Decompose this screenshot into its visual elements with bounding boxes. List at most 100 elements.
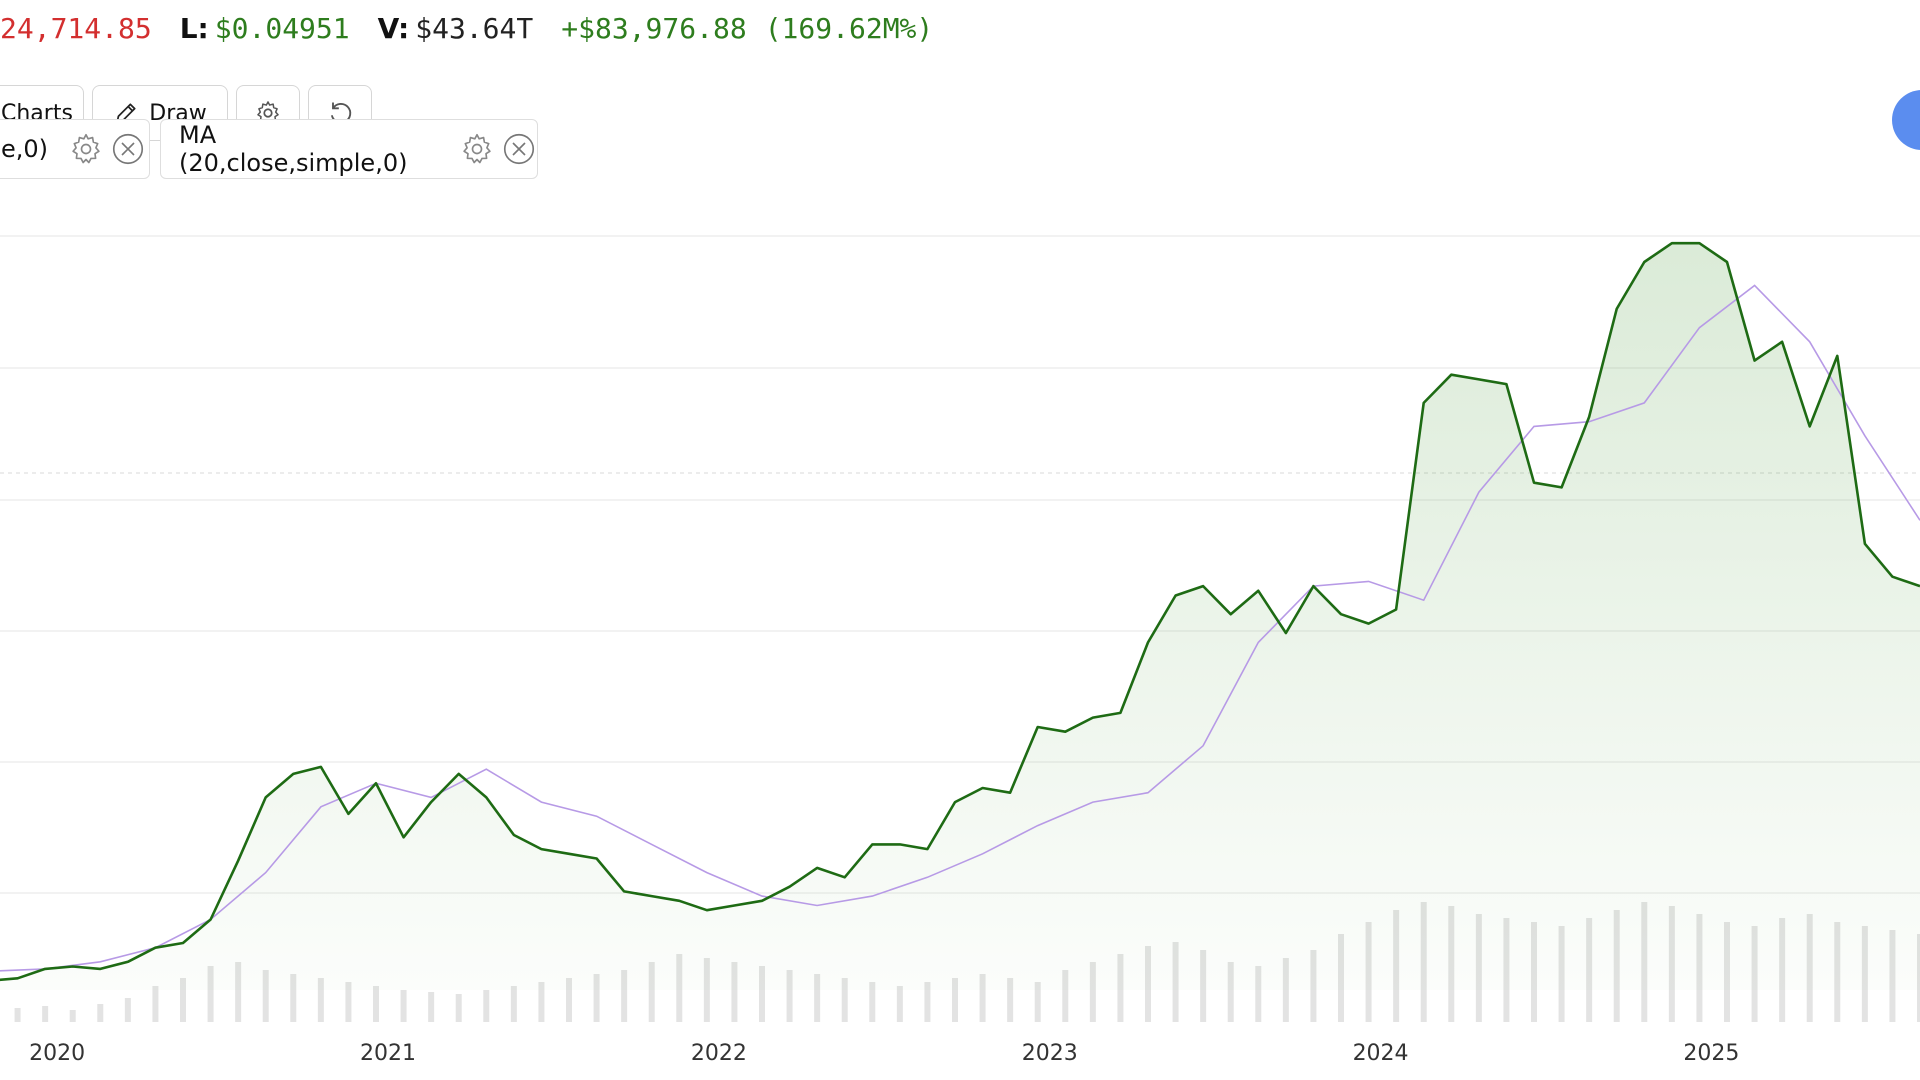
volume-value: $43.64T [415,11,534,45]
x-tick-label-5: 2025 [1683,1041,1739,1066]
volume-bar-62 [1696,914,1703,1022]
volume-bar-11 [290,974,297,1022]
volume-bar-20 [538,982,545,1022]
volume-bar-2 [42,1006,49,1022]
indicator-close-icon[interactable] [110,131,146,167]
volume-bar-55 [1503,918,1510,1022]
volume-bar-44 [1200,950,1207,1022]
x-tick-label-3: 2023 [1022,1041,1078,1066]
ma-settings-icon[interactable] [459,131,495,167]
volume-bar-33 [896,986,903,1022]
ma-close-icon[interactable] [501,131,537,167]
volume-stat: V: $43.64T [378,12,534,45]
grid-lines [0,235,1920,894]
add-indicator-button[interactable] [1892,90,1920,150]
volume-bar-57 [1558,926,1565,1022]
volume-bar-59 [1613,910,1620,1022]
volume-bar-48 [1310,950,1317,1022]
volume-bar-15 [400,990,407,1022]
volume-bar-68 [1861,926,1868,1022]
volume-bars [14,902,1920,1022]
volume-bar-40 [1089,962,1096,1022]
price-line [0,241,1920,982]
volume-bar-26 [703,958,710,1022]
change-percent: (169.62M%) [764,11,934,45]
volume-bar-45 [1227,962,1234,1022]
volume-bar-16 [428,992,435,1022]
x-tick-label-4: 2024 [1353,1041,1409,1066]
volume-bar-66 [1806,914,1813,1022]
volume-bar-36 [979,974,986,1022]
volume-bar-35 [952,978,958,1022]
change-stat: +$83,976.88 (169.62M%) [561,12,933,45]
ma-indicator-pill: MA (20,close,simple,0) [160,119,538,179]
volume-bar-54 [1475,914,1482,1022]
volume-bar-52 [1420,902,1427,1022]
volume-bar-32 [869,982,876,1022]
volume-label: V: [377,11,410,45]
low-label: L: [179,11,209,45]
volume-bar-67 [1834,922,1841,1022]
volume-bar-29 [786,970,793,1022]
volume-bar-18 [483,990,490,1022]
volume-bar-3 [69,1010,76,1022]
volume-bar-13 [345,982,352,1022]
change-value: +$83,976.88 [561,11,747,45]
volume-bar-31 [841,978,848,1022]
volume-bar-7 [180,978,186,1022]
volume-bar-8 [207,966,214,1022]
volume-bar-42 [1145,946,1151,1022]
x-tick-label-2: 2022 [691,1041,747,1066]
indicator-settings-icon[interactable] [68,131,104,167]
volume-bar-38 [1034,982,1041,1022]
volume-bar-4 [97,1004,104,1022]
volume-bar-65 [1779,918,1786,1022]
indicator-pill: e,0) [0,119,150,179]
x-tick-label-1: 2021 [360,1041,416,1066]
ma-indicator-label: MA (20,close,simple,0) [179,121,408,177]
indicator-label: e,0) [1,135,49,163]
x-axis-ticks: 2020 2021 2022 2023 2024 2025 [29,1041,1739,1066]
volume-bar-41 [1117,954,1124,1022]
volume-bar-61 [1668,906,1675,1022]
volume-bar-58 [1586,918,1593,1022]
volume-bar-51 [1393,910,1400,1022]
volume-bar-23 [621,970,628,1022]
volume-bar-39 [1062,970,1069,1022]
high-stat: 24,714.85 [0,12,152,45]
volume-bar-34 [924,982,931,1022]
volume-bar-9 [235,962,242,1022]
volume-bar-1 [14,1008,21,1022]
price-stats-bar: 24,714.85 L: $0.04951 V: $43.64T +$83,97… [0,8,961,48]
volume-bar-19 [510,986,517,1022]
volume-bar-56 [1531,922,1537,1022]
volume-bar-6 [152,986,159,1022]
volume-bar-30 [814,974,821,1022]
volume-bar-43 [1172,942,1179,1022]
volume-bar-53 [1448,906,1455,1022]
volume-bar-63 [1724,922,1730,1022]
volume-bar-14 [373,986,379,1022]
volume-bar-49 [1338,934,1344,1022]
volume-bar-60 [1641,902,1648,1022]
volume-bar-27 [731,962,738,1022]
volume-bar-24 [648,962,655,1022]
volume-bar-22 [593,974,600,1022]
volume-bar-50 [1365,922,1372,1022]
low-stat: L: $0.04951 [180,12,350,45]
volume-bar-64 [1751,926,1758,1022]
high-value: 24,714.85 [0,11,152,45]
low-value: $0.04951 [214,11,350,45]
price-area [0,243,1920,990]
volume-bar-37 [1007,978,1014,1022]
volume-bar-5 [124,998,131,1022]
volume-bar-69 [1889,930,1896,1022]
x-tick-label-0: 2020 [29,1041,85,1066]
volume-bar-47 [1282,958,1289,1022]
volume-bar-46 [1255,966,1262,1022]
volume-bar-10 [262,970,269,1022]
volume-bar-21 [566,978,572,1022]
ma-line [0,284,1920,972]
volume-bar-28 [759,966,765,1022]
volume-bar-12 [317,978,324,1022]
